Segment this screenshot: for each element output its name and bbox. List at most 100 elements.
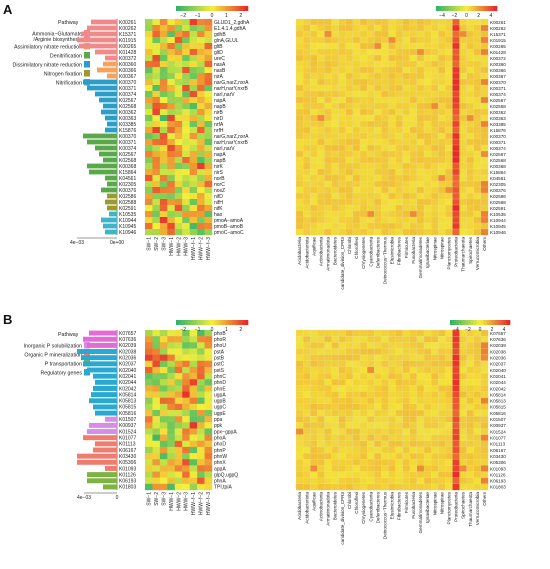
heat-cell-sample	[189, 440, 198, 448]
heat-cell-sample	[152, 193, 161, 200]
heat-cell-taxon	[345, 108, 354, 116]
heat-cell-taxon	[409, 409, 418, 417]
gene-label: gdhB	[214, 32, 226, 38]
heat-cell-sample	[174, 157, 183, 164]
heat-cell-taxon	[295, 72, 304, 80]
color-scale-segment	[177, 320, 180, 325]
heat-cell-taxon	[366, 30, 375, 38]
heat-cell-taxon	[352, 96, 361, 104]
heat-cell-taxon	[338, 379, 347, 386]
heat-cell-taxon	[366, 372, 375, 380]
heat-cell-taxon	[374, 459, 382, 466]
heat-cell-taxon	[366, 366, 375, 374]
taxon-label: Cyanobacteria	[368, 492, 373, 522]
heat-cell-taxon	[452, 132, 460, 140]
abundance-bar	[95, 410, 117, 416]
heat-cell-sample	[189, 175, 198, 182]
color-scale-segment	[472, 320, 475, 325]
heat-cell-taxon	[338, 78, 347, 86]
heat-cell-taxon	[416, 174, 425, 182]
color-scale-segment	[480, 320, 482, 325]
heat-cell-taxon	[295, 150, 304, 158]
heat-cell-taxon	[459, 78, 467, 86]
heat-cell-taxon	[310, 366, 318, 374]
heat-cell-sample	[145, 440, 153, 448]
heat-cell-sample	[152, 91, 161, 98]
heat-cell-taxon	[324, 132, 332, 140]
color-scale-segment	[457, 320, 460, 325]
heat-cell-taxon	[466, 192, 475, 200]
abundance-bar	[95, 441, 117, 447]
heat-cell-sample	[182, 229, 190, 236]
heat-cell-sample	[197, 446, 205, 454]
heat-cell-taxon	[338, 440, 347, 448]
color-scale-segment	[230, 6, 233, 11]
heat-cell-taxon	[416, 180, 425, 188]
heat-cell-taxon	[345, 210, 354, 218]
heat-cell-taxon	[388, 48, 396, 56]
heat-cell-taxon	[366, 210, 375, 218]
heat-cell-taxon	[338, 72, 347, 80]
heat-cell-taxon	[345, 96, 354, 104]
heat-cell-sample	[159, 199, 168, 206]
heat-cell-taxon	[331, 156, 339, 164]
taxon-label: Spirochaetes	[468, 236, 473, 264]
heat-cell-sample	[145, 49, 153, 56]
heat-cell-taxon	[466, 72, 475, 80]
heat-cell-taxon	[374, 78, 382, 86]
heat-cell-taxon	[466, 465, 475, 472]
heat-cell-taxon	[338, 416, 347, 423]
heat-cell-taxon	[473, 60, 482, 68]
heat-cell-sample	[159, 440, 168, 448]
heat-cell-taxon	[381, 391, 389, 399]
heat-cell-sample	[145, 483, 153, 491]
heat-cell-taxon	[452, 348, 460, 355]
color-scale-segment	[449, 6, 452, 11]
heat-cell-taxon	[331, 150, 339, 158]
taxon-label: Ignavibacteriae	[425, 237, 430, 269]
gene-label: napB	[214, 104, 226, 110]
heat-cell-sample	[197, 366, 205, 374]
heat-cell-taxon	[310, 471, 318, 479]
heat-cell-sample	[189, 471, 198, 478]
ko-label-right: K01507	[490, 417, 506, 422]
color-scale-segment	[185, 6, 188, 11]
heat-cell-sample	[167, 169, 175, 176]
heat-cell-sample	[182, 49, 190, 56]
heat-cell-sample	[189, 151, 198, 158]
heat-cell-taxon	[466, 477, 475, 485]
heat-cell-taxon	[295, 379, 304, 386]
taxon-label: Bacteroidetes	[333, 491, 338, 520]
heat-cell-taxon	[317, 366, 325, 374]
heat-cell-taxon	[381, 329, 389, 337]
ko-label-left: K00367	[119, 74, 136, 80]
heat-cell-taxon	[430, 48, 439, 56]
gene-label: narH,narY,nxrB	[214, 86, 248, 92]
heat-cell-taxon	[381, 18, 389, 26]
heat-cell-taxon	[366, 348, 375, 355]
heat-cell-taxon	[452, 204, 460, 212]
heat-cell-taxon	[374, 180, 382, 188]
heat-cell-sample	[174, 453, 183, 460]
heat-cell-taxon	[374, 483, 382, 491]
heat-cell-taxon	[402, 72, 411, 80]
heat-cell-sample	[152, 354, 161, 361]
heat-cell-taxon	[459, 379, 467, 386]
heat-cell-taxon	[409, 477, 418, 485]
heat-cell-taxon	[359, 24, 368, 32]
heat-cell-sample	[204, 85, 213, 92]
heat-cell-taxon	[352, 385, 361, 392]
heat-cell-sample	[204, 163, 213, 170]
heat-cell-taxon	[409, 329, 418, 337]
heat-cell-taxon	[381, 434, 389, 442]
heat-cell-sample	[145, 385, 153, 392]
heat-cell-taxon	[466, 126, 475, 134]
heat-cell-sample	[197, 115, 205, 122]
heat-cell-taxon	[359, 354, 368, 362]
heat-cell-taxon	[430, 385, 439, 392]
heat-cell-sample	[174, 403, 183, 411]
heat-cell-sample	[204, 391, 213, 398]
heat-cell-taxon	[338, 216, 347, 224]
heat-cell-taxon	[459, 96, 467, 104]
heat-cell-taxon	[480, 66, 489, 74]
